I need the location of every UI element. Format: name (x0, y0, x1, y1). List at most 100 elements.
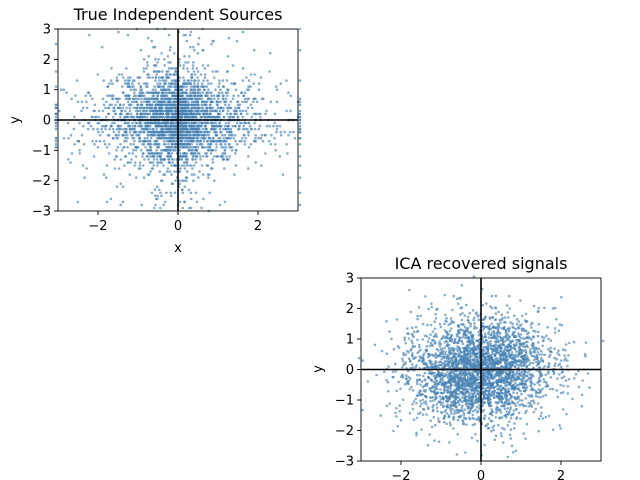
data-point (521, 379, 524, 382)
data-point (193, 73, 197, 76)
data-point (207, 82, 210, 85)
data-point (225, 79, 229, 82)
data-point (206, 115, 210, 119)
data-point (196, 106, 200, 110)
data-point (155, 149, 158, 152)
data-point (212, 94, 216, 97)
data-point (122, 76, 125, 79)
data-point (192, 127, 195, 131)
data-point (200, 106, 204, 110)
data-point (209, 103, 212, 107)
data-point (179, 136, 183, 140)
data-point (460, 318, 464, 322)
data-point (146, 85, 149, 88)
data-point (173, 52, 176, 55)
data-point (162, 58, 166, 61)
data-point (242, 133, 246, 137)
data-point (191, 167, 194, 170)
data-point (518, 399, 522, 402)
data-point (385, 404, 389, 408)
data-point (534, 394, 538, 398)
data-point (274, 85, 278, 88)
data-point (516, 401, 520, 404)
data-point (188, 136, 192, 140)
data-point (192, 115, 195, 119)
data-point (500, 313, 504, 317)
data-point (146, 136, 149, 140)
data-point (174, 67, 177, 70)
data-point (547, 414, 551, 418)
data-point (183, 127, 186, 131)
data-point (137, 76, 141, 79)
data-point (224, 121, 228, 125)
data-point (202, 146, 205, 149)
data-point (224, 146, 228, 149)
data-point (125, 130, 128, 134)
data-point (229, 136, 232, 140)
data-point (418, 399, 422, 403)
scatter-points (357, 275, 605, 459)
data-point (397, 380, 400, 384)
data-point (205, 103, 208, 107)
data-point (394, 411, 397, 415)
data-point (118, 106, 122, 110)
data-point (151, 121, 154, 125)
data-point (465, 423, 468, 427)
data-point (221, 79, 225, 82)
data-point (158, 130, 162, 134)
data-point (540, 356, 543, 360)
data-point (178, 170, 182, 173)
data-point (117, 130, 121, 134)
data-point (126, 85, 129, 88)
data-point (159, 115, 162, 119)
data-point (414, 356, 418, 359)
data-point (206, 164, 210, 167)
data-point (183, 152, 186, 155)
data-point (235, 121, 239, 125)
data-point (165, 136, 168, 140)
data-point (496, 322, 500, 326)
data-point (205, 133, 208, 137)
data-point (145, 91, 148, 94)
data-point (133, 100, 136, 104)
data-point (199, 94, 203, 97)
data-point (123, 155, 127, 158)
data-point (225, 136, 228, 140)
data-point (502, 381, 506, 385)
data-point (218, 79, 221, 82)
data-point (152, 164, 155, 167)
data-point (70, 152, 74, 155)
data-point (212, 127, 216, 131)
data-point (275, 88, 279, 91)
data-point (193, 149, 196, 152)
data-point (201, 109, 204, 113)
data-point (137, 82, 141, 85)
data-point (156, 164, 159, 167)
data-point (180, 106, 184, 110)
data-point (525, 422, 529, 426)
data-point (143, 136, 147, 140)
data-point (145, 100, 149, 104)
data-point (206, 155, 209, 158)
data-point (163, 97, 167, 101)
data-point (187, 164, 191, 167)
data-point (219, 124, 222, 128)
data-point (502, 327, 505, 330)
data-point (96, 73, 100, 76)
data-point (293, 136, 297, 140)
data-point (114, 133, 118, 137)
data-point (574, 373, 578, 376)
data-point (514, 449, 518, 453)
data-point (200, 206, 203, 210)
data-point (186, 112, 189, 116)
data-point (129, 88, 133, 91)
data-point (152, 133, 155, 137)
data-point (192, 45, 195, 49)
data-point (101, 130, 104, 134)
x-ticks: −2 0 2 (88, 211, 262, 234)
data-point (450, 401, 453, 404)
data-point (121, 200, 125, 204)
data-point (206, 149, 210, 152)
data-point (211, 158, 214, 161)
